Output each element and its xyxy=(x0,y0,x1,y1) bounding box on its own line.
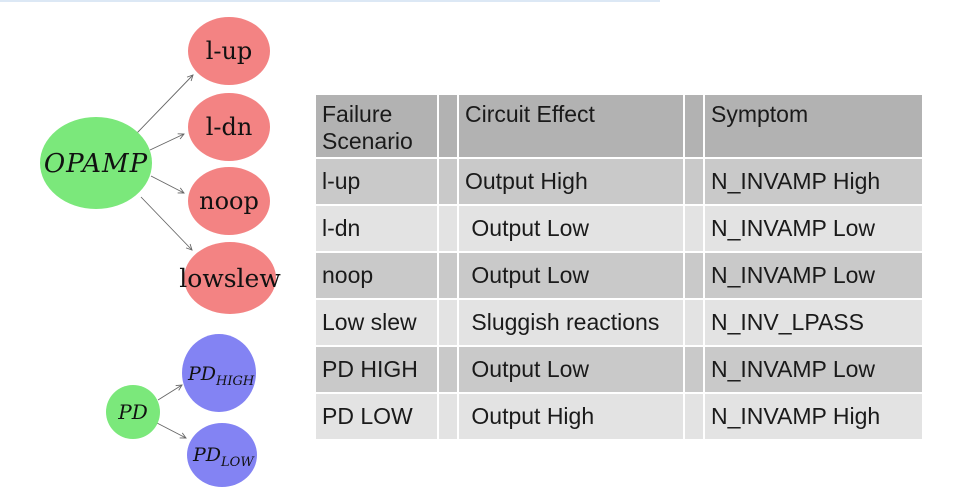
node-l-up xyxy=(188,17,270,85)
cell-scenario: noop xyxy=(316,253,437,298)
table-row-low-slew: Low slew Sluggish reactions N_INV_LPASS xyxy=(316,300,922,345)
node-l-dn xyxy=(188,93,270,161)
edge-pd-low xyxy=(156,422,187,439)
col-header-circuit-effect: Circuit Effect xyxy=(459,95,683,157)
cell-spacer xyxy=(685,347,703,392)
table-row-l-dn: l-dn Output Low N_INVAMP Low xyxy=(316,206,922,251)
cell-spacer xyxy=(685,394,703,439)
pd-low-subscript: LOW xyxy=(220,455,255,470)
cell-spacer xyxy=(439,253,457,298)
node-noop-label: noop xyxy=(199,187,259,215)
edge-pd-high xyxy=(157,384,183,401)
edge-opamp-ldn xyxy=(149,133,185,151)
node-l-dn-label: l-dn xyxy=(206,113,253,141)
table-row-pd-low: PD LOW Output High N_INVAMP High xyxy=(316,394,922,439)
node-pd-label: PD xyxy=(117,400,148,424)
node-pd-high-label: PDHIGH xyxy=(187,363,255,389)
window-top-border xyxy=(0,0,660,2)
pd-high-subscript: HIGH xyxy=(215,374,255,389)
cell-spacer xyxy=(685,206,703,251)
node-pd xyxy=(106,385,160,439)
cell-effect: Output Low xyxy=(459,206,683,251)
fault-tree-diagram: OPAMP l-up l-dn noop lowslew PD PDHIGH P… xyxy=(40,17,281,487)
cell-spacer xyxy=(439,394,457,439)
cell-scenario: l-up xyxy=(316,159,437,204)
table-header-row: Failure Scenario Circuit Effect Symptom xyxy=(316,95,922,157)
cell-spacer xyxy=(439,347,457,392)
col-header-symptom: Symptom xyxy=(705,95,922,157)
cell-symptom: N_INVAMP Low xyxy=(705,206,922,251)
cell-symptom: N_INVAMP High xyxy=(705,394,922,439)
cell-effect: Sluggish reactions xyxy=(459,300,683,345)
table-row-pd-high: PD HIGH Output Low N_INVAMP Low xyxy=(316,347,922,392)
cell-symptom: N_INVAMP Low xyxy=(705,347,922,392)
cell-symptom: N_INVAMP High xyxy=(705,159,922,204)
node-pd-low xyxy=(187,423,257,487)
cell-spacer xyxy=(439,159,457,204)
cell-spacer xyxy=(439,206,457,251)
table-row-l-up: l-up Output High N_INVAMP High xyxy=(316,159,922,204)
node-l-up-label: l-up xyxy=(206,37,253,65)
opamp-tree: OPAMP l-up l-dn noop lowslew xyxy=(40,17,281,314)
cell-symptom: N_INV_LPASS xyxy=(705,300,922,345)
node-noop xyxy=(188,167,270,235)
node-lowslew-label: lowslew xyxy=(179,264,281,293)
cell-scenario: Low slew xyxy=(316,300,437,345)
col-header-failure-scenario: Failure Scenario xyxy=(316,95,437,157)
pd-tree: PD PDHIGH PDLOW xyxy=(106,334,257,487)
cell-effect: Output Low xyxy=(459,347,683,392)
node-pd-high xyxy=(182,334,256,412)
cell-scenario: PD LOW xyxy=(316,394,437,439)
pd-high-main: PD xyxy=(187,363,216,385)
edge-opamp-lowslew xyxy=(140,196,193,251)
node-lowslew xyxy=(184,242,276,314)
cell-effect: Output Low xyxy=(459,253,683,298)
node-opamp xyxy=(40,117,152,209)
node-opamp-label: OPAMP xyxy=(44,149,148,179)
cell-spacer xyxy=(439,300,457,345)
cell-effect: Output High xyxy=(459,159,683,204)
node-pd-low-label: PDLOW xyxy=(192,444,255,470)
cell-spacer xyxy=(685,159,703,204)
cell-scenario: l-dn xyxy=(316,206,437,251)
edge-opamp-lup xyxy=(136,74,194,134)
header-spacer xyxy=(685,95,703,157)
header-spacer xyxy=(439,95,457,157)
pd-low-main: PD xyxy=(192,444,221,466)
cell-symptom: N_INVAMP Low xyxy=(705,253,922,298)
cell-effect: Output High xyxy=(459,394,683,439)
cell-scenario: PD HIGH xyxy=(316,347,437,392)
cell-spacer xyxy=(685,253,703,298)
cell-spacer xyxy=(685,300,703,345)
table-row-noop: noop Output Low N_INVAMP Low xyxy=(316,253,922,298)
edge-opamp-noop xyxy=(150,175,185,194)
failure-scenario-table: Failure Scenario Circuit Effect Symptom … xyxy=(314,93,924,441)
